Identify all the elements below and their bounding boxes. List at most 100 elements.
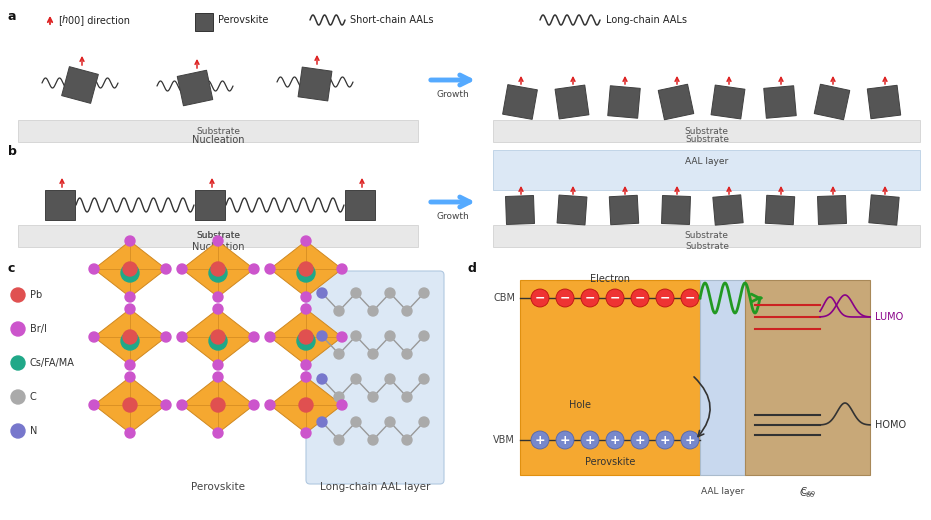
Text: Nucleation: Nucleation (192, 135, 244, 145)
Text: d: d (468, 262, 477, 275)
Circle shape (337, 264, 347, 274)
Text: b: b (8, 145, 17, 158)
Circle shape (249, 332, 259, 342)
Circle shape (385, 331, 395, 341)
Polygon shape (868, 85, 900, 119)
Circle shape (317, 331, 327, 341)
Text: Substrate: Substrate (196, 126, 240, 136)
Text: +: + (635, 434, 645, 447)
Circle shape (631, 289, 649, 307)
Text: HOMO: HOMO (875, 420, 906, 430)
Circle shape (209, 264, 227, 282)
Circle shape (211, 398, 225, 412)
Circle shape (334, 392, 344, 402)
Circle shape (123, 330, 137, 344)
Polygon shape (270, 241, 342, 297)
Circle shape (385, 374, 395, 384)
Text: N: N (30, 426, 37, 436)
Circle shape (89, 400, 99, 410)
Circle shape (213, 304, 223, 314)
Text: Perovskite: Perovskite (585, 457, 635, 467)
Circle shape (249, 400, 259, 410)
Circle shape (681, 289, 699, 307)
Text: Nucleation: Nucleation (192, 242, 244, 252)
Text: +: + (684, 434, 695, 447)
Text: Long-chain AALs: Long-chain AALs (606, 15, 687, 25)
Circle shape (211, 330, 225, 344)
Text: Substrate: Substrate (685, 242, 729, 251)
Circle shape (531, 431, 549, 449)
Circle shape (368, 392, 378, 402)
Circle shape (351, 288, 361, 298)
Circle shape (681, 431, 699, 449)
Circle shape (419, 374, 429, 384)
Circle shape (402, 392, 412, 402)
Polygon shape (713, 195, 743, 225)
Text: C$_{60}$: C$_{60}$ (800, 485, 816, 498)
Text: c: c (8, 262, 16, 275)
Circle shape (351, 374, 361, 384)
Circle shape (317, 288, 327, 298)
Text: a: a (8, 10, 17, 23)
Circle shape (337, 400, 347, 410)
Circle shape (249, 264, 259, 274)
Circle shape (11, 288, 25, 302)
Polygon shape (506, 196, 534, 225)
Circle shape (123, 262, 137, 276)
Circle shape (556, 289, 574, 307)
Bar (700, 280, 745, 475)
Circle shape (161, 332, 171, 342)
Polygon shape (815, 84, 850, 120)
Circle shape (213, 428, 223, 438)
Circle shape (121, 332, 139, 350)
Circle shape (351, 417, 361, 427)
Bar (18, 225, 418, 247)
Polygon shape (817, 196, 846, 225)
Circle shape (161, 264, 171, 274)
Polygon shape (869, 195, 899, 225)
Circle shape (631, 431, 649, 449)
Text: +: + (534, 434, 546, 447)
Circle shape (211, 262, 225, 276)
Circle shape (11, 390, 25, 404)
Circle shape (334, 306, 344, 316)
Circle shape (606, 431, 624, 449)
Text: Perovskite: Perovskite (191, 482, 245, 492)
Polygon shape (658, 84, 694, 120)
Circle shape (385, 417, 395, 427)
Circle shape (299, 262, 313, 276)
Text: AAL layer: AAL layer (701, 487, 744, 496)
Text: CBM: CBM (493, 293, 515, 303)
Text: Substrate: Substrate (684, 126, 728, 136)
Text: Pb: Pb (30, 290, 42, 300)
Circle shape (265, 400, 275, 410)
Text: −: − (534, 292, 546, 305)
Bar (520, 280, 700, 475)
Text: +: + (610, 434, 620, 447)
Polygon shape (61, 67, 99, 103)
Circle shape (177, 264, 187, 274)
Circle shape (402, 435, 412, 445)
Polygon shape (557, 195, 587, 225)
Bar (745, 280, 870, 475)
Circle shape (368, 435, 378, 445)
Polygon shape (94, 309, 166, 365)
Circle shape (656, 289, 674, 307)
Circle shape (11, 424, 25, 438)
Polygon shape (45, 190, 75, 220)
Circle shape (121, 264, 139, 282)
Circle shape (581, 289, 599, 307)
Text: C$_{60}$: C$_{60}$ (799, 487, 815, 500)
Text: LUMO: LUMO (875, 312, 903, 322)
Polygon shape (195, 190, 225, 220)
Text: Hole: Hole (569, 400, 591, 410)
Polygon shape (270, 309, 342, 365)
Circle shape (317, 417, 327, 427)
Polygon shape (270, 377, 342, 433)
Text: −: − (660, 292, 670, 305)
Polygon shape (763, 86, 796, 118)
Bar (493, 150, 920, 190)
Polygon shape (555, 85, 589, 119)
Text: Long-chain AAL layer: Long-chain AAL layer (320, 482, 430, 492)
Text: C: C (30, 392, 36, 402)
